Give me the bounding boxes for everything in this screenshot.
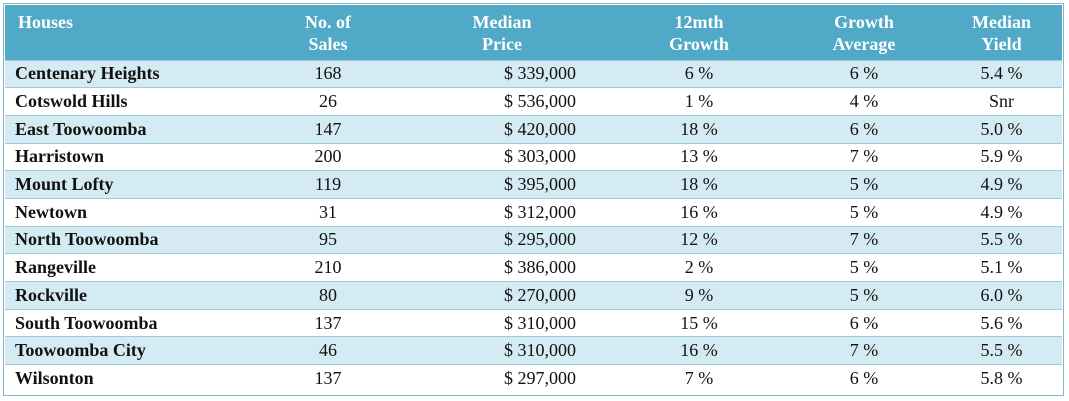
growth-average: 6 % [787, 308, 941, 337]
table-row: Harristown 200 $ 303,000 13 % 7 % 5.9 % [5, 142, 1062, 171]
table-row: Wilsonton 137 $ 297,000 7 % 6 % 5.8 % [5, 364, 1062, 393]
median-price: $ 312,000 [393, 197, 611, 227]
median-price: $ 536,000 [393, 87, 611, 116]
table-row: North Toowoomba 95 $ 295,000 12 % 7 % 5.… [5, 225, 1062, 254]
suburb-name: Mount Lofty [5, 170, 263, 199]
no-of-sales: 26 [263, 87, 393, 116]
suburb-name: Toowoomba City [5, 336, 263, 365]
growth-average: 6 % [787, 114, 941, 144]
12mth-growth: 12 % [611, 225, 787, 254]
header-12mth-growth: 12mth Growth [669, 12, 729, 54]
median-price: $ 297,000 [393, 364, 611, 393]
median-price: $ 395,000 [393, 170, 611, 199]
suburb-name: Rangeville [5, 253, 263, 282]
median-price: $ 386,000 [393, 253, 611, 282]
median-yield: 5.6 % [941, 308, 1062, 337]
12mth-growth: 9 % [611, 281, 787, 310]
median-yield: 4.9 % [941, 170, 1062, 199]
growth-average: 4 % [787, 87, 941, 116]
median-yield: 5.1 % [941, 253, 1062, 282]
table-row: Rockville 80 $ 270,000 9 % 5 % 6.0 % [5, 281, 1062, 310]
no-of-sales: 168 [263, 59, 393, 88]
suburb-name: Newtown [5, 197, 263, 227]
no-of-sales: 80 [263, 281, 393, 310]
12mth-growth: 1 % [611, 87, 787, 116]
suburb-name: East Toowoomba [5, 114, 263, 144]
growth-average: 7 % [787, 336, 941, 365]
table-row: Cotswold Hills 26 $ 536,000 1 % 4 % Snr [5, 87, 1062, 116]
median-yield: 5.5 % [941, 336, 1062, 365]
growth-average: 7 % [787, 225, 941, 254]
header-no-of-sales: No. of Sales [305, 12, 351, 54]
no-of-sales: 210 [263, 253, 393, 282]
no-of-sales: 137 [263, 308, 393, 337]
suburb-housing-table: Houses No. of Sales Median Price 12mth Grow… [5, 5, 1062, 393]
median-yield: 5.8 % [941, 364, 1062, 393]
median-price: $ 339,000 [393, 59, 611, 88]
no-of-sales: 31 [263, 197, 393, 227]
header-median-price: Median Price [472, 12, 532, 54]
12mth-growth: 2 % [611, 253, 787, 282]
suburb-name: South Toowoomba [5, 308, 263, 337]
median-price: $ 420,000 [393, 114, 611, 144]
suburb-name: Centenary Heights [5, 59, 263, 88]
12mth-growth: 6 % [611, 59, 787, 88]
table-row: Rangeville 210 $ 386,000 2 % 5 % 5.1 % [5, 253, 1062, 282]
median-price: $ 303,000 [393, 142, 611, 171]
growth-average: 5 % [787, 253, 941, 282]
12mth-growth: 15 % [611, 308, 787, 337]
12mth-growth: 16 % [611, 197, 787, 227]
no-of-sales: 46 [263, 336, 393, 365]
median-price: $ 310,000 [393, 336, 611, 365]
table-frame [3, 3, 1064, 396]
no-of-sales: 95 [263, 225, 393, 254]
12mth-growth: 18 % [611, 170, 787, 199]
suburb-name: Wilsonton [5, 364, 263, 393]
no-of-sales: 200 [263, 142, 393, 171]
median-yield: 6.0 % [941, 281, 1062, 310]
median-yield: 5.9 % [941, 142, 1062, 171]
median-price: $ 270,000 [393, 281, 611, 310]
median-price: $ 295,000 [393, 225, 611, 254]
table-row: Centenary Heights 168 $ 339,000 6 % 6 % … [5, 59, 1062, 88]
table-row: East Toowoomba 147 $ 420,000 18 % 6 % 5.… [5, 114, 1062, 144]
12mth-growth: 18 % [611, 114, 787, 144]
no-of-sales: 147 [263, 114, 393, 144]
median-yield: 5.4 % [941, 59, 1062, 88]
table-row: Newtown 31 $ 312,000 16 % 5 % 4.9 % [5, 197, 1062, 227]
median-yield: Snr [941, 87, 1062, 116]
no-of-sales: 119 [263, 170, 393, 199]
table-row: South Toowoomba 137 $ 310,000 15 % 6 % 5… [5, 308, 1062, 337]
header-row: Houses No. of Sales Median Price 12mth Grow… [5, 5, 1062, 60]
12mth-growth: 7 % [611, 364, 787, 393]
growth-average: 6 % [787, 364, 941, 393]
growth-average: 5 % [787, 170, 941, 199]
growth-average: 5 % [787, 281, 941, 310]
median-yield: 4.9 % [941, 197, 1062, 227]
suburb-name: North Toowoomba [5, 225, 263, 254]
header-houses: Houses [18, 12, 74, 32]
header-median-yield: Median Yield [971, 12, 1031, 54]
12mth-growth: 16 % [611, 336, 787, 365]
no-of-sales: 137 [263, 364, 393, 393]
median-yield: 5.5 % [941, 225, 1062, 254]
table-row: Toowoomba City 46 $ 310,000 16 % 7 % 5.5… [5, 336, 1062, 365]
12mth-growth: 13 % [611, 142, 787, 171]
suburb-name: Harristown [5, 142, 263, 171]
suburb-name: Cotswold Hills [5, 87, 263, 116]
suburb-name: Rockville [5, 281, 263, 310]
median-price: $ 310,000 [393, 308, 611, 337]
median-yield: 5.0 % [941, 114, 1062, 144]
table-row: Mount Lofty 119 $ 395,000 18 % 5 % 4.9 % [5, 170, 1062, 199]
growth-average: 6 % [787, 59, 941, 88]
growth-average: 7 % [787, 142, 941, 171]
growth-average: 5 % [787, 197, 941, 227]
header-growth-average: Growth Average [832, 12, 896, 54]
